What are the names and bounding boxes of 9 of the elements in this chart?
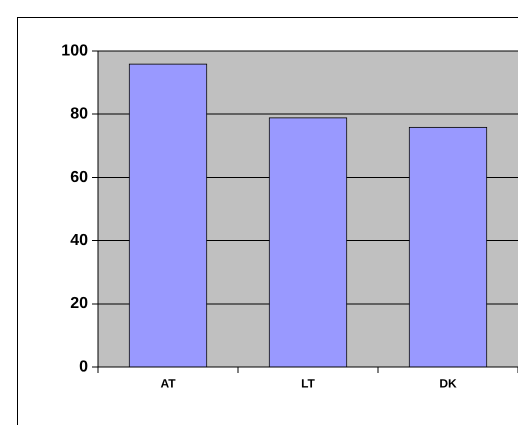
- y-tick-label: 0: [79, 358, 88, 376]
- y-tick-label: 20: [70, 295, 88, 312]
- y-tick-label: 100: [61, 42, 88, 60]
- x-tick-label: LT: [301, 376, 316, 391]
- y-tick-label: 40: [70, 232, 88, 250]
- x-tick-label: AT: [160, 376, 176, 391]
- y-tick-label: 60: [70, 168, 88, 186]
- y-tick-label: 80: [70, 106, 88, 123]
- x-tick-label: DK: [439, 376, 457, 391]
